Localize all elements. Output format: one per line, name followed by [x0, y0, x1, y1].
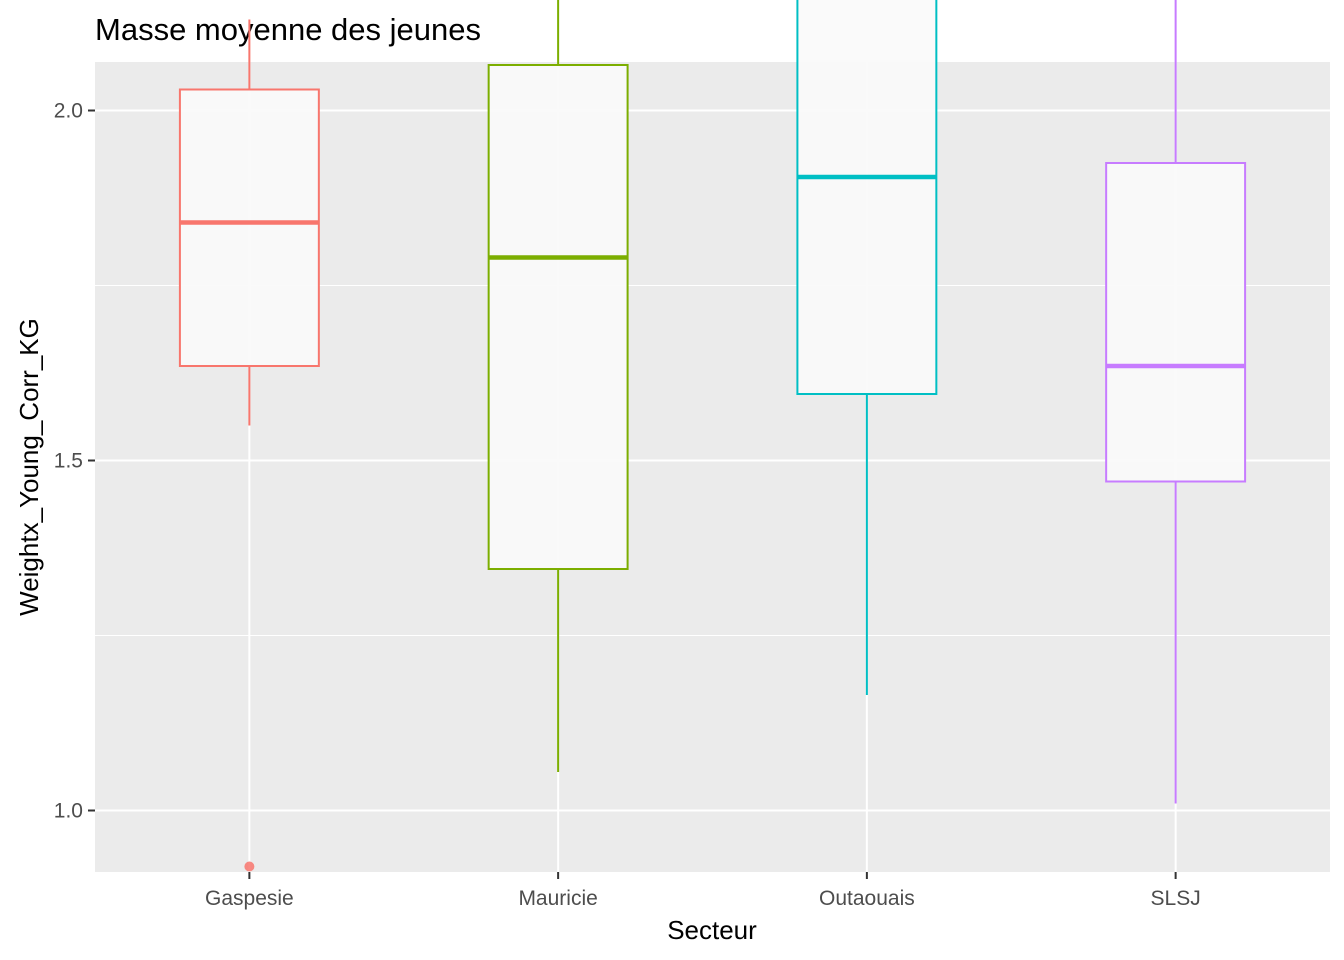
chart-title: Masse moyenne des jeunes — [95, 12, 481, 47]
box-slsj — [1105, 0, 1247, 804]
outlier-point — [244, 861, 255, 872]
y-axis-title: Weightx_Young_Corr_KG — [14, 318, 44, 616]
box-iqr — [1105, 162, 1247, 483]
x-tick-label: Mauricie — [518, 887, 597, 910]
box-gaspesie — [178, 19, 320, 872]
x-axis: Gaspesie Mauricie Outaouais SLSJ — [205, 872, 1201, 910]
box-iqr — [487, 64, 629, 570]
y-axis: 1.01.52.02.53.0 — [54, 100, 95, 823]
box-iqr — [178, 88, 320, 367]
box-iqr — [796, 0, 938, 395]
x-tick-label: SLSJ — [1151, 887, 1201, 910]
x-axis-title: Secteur — [667, 915, 757, 945]
boxes-layer — [178, 0, 1247, 872]
box-outaouais — [796, 0, 938, 695]
y-tick-label: 2.0 — [54, 100, 83, 123]
y-tick-label: 1.0 — [54, 800, 83, 823]
x-tick-label: Outaouais — [819, 887, 915, 910]
x-tick-label: Gaspesie — [205, 887, 294, 910]
y-tick-label: 1.5 — [54, 450, 83, 473]
box-mauricie — [487, 0, 629, 772]
